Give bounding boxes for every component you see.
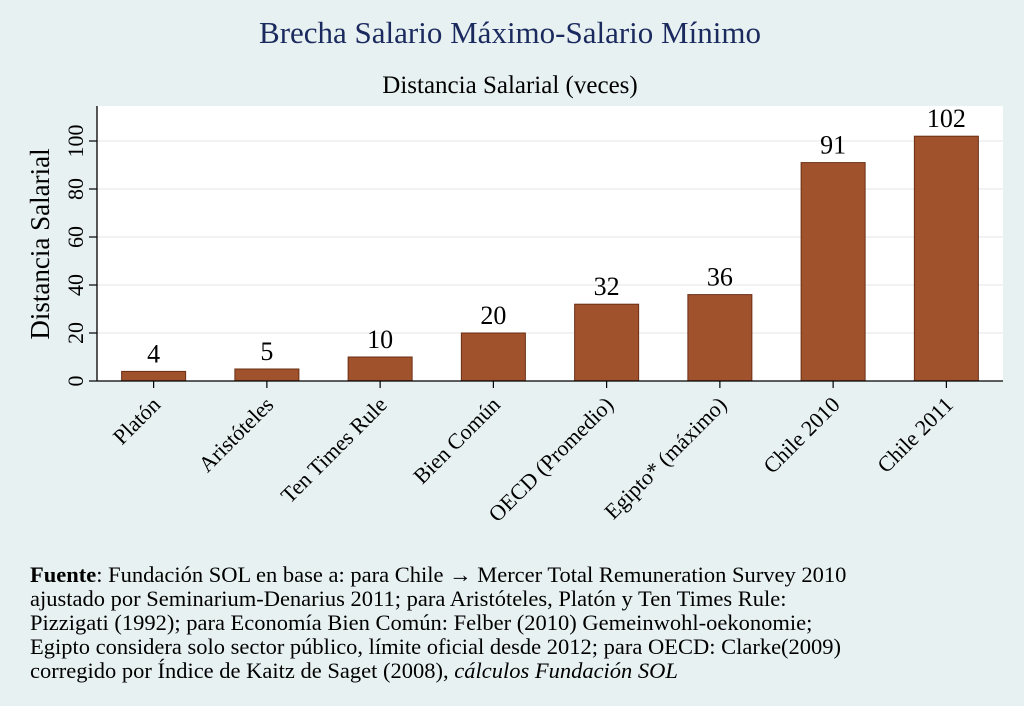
x-tick-label: Bien Común [408, 392, 505, 489]
source-note: Fuente: Fundación SOL en base a: para Ch… [30, 563, 1005, 683]
data-label: 20 [480, 301, 506, 330]
x-tick-label: Chile 2011 [872, 392, 958, 478]
y-tick-label: 80 [63, 178, 88, 200]
x-tick-label: Platón [108, 392, 165, 449]
y-tick-label: 60 [63, 226, 88, 248]
bar [687, 294, 753, 382]
y-tick-label: 100 [63, 125, 88, 158]
y-axis-label: Distancia Salarial [25, 148, 55, 339]
source-line-2: ajustado por Seminarium-Denarius 2011; p… [30, 586, 787, 611]
chart-subtitle: Distancia Salarial (veces) [382, 72, 637, 99]
bar-chart: Brecha Salario Máximo-Salario Mínimo Dis… [25, 15, 1003, 527]
x-tick-label: Aristóteles [193, 392, 278, 477]
chart-title: Brecha Salario Máximo-Salario Mínimo [259, 15, 761, 50]
data-label: 10 [367, 325, 393, 354]
bar [347, 356, 413, 382]
y-tick-label: 0 [63, 376, 88, 387]
y-tick-label: 40 [63, 274, 88, 296]
data-label: 91 [820, 131, 846, 160]
x-tick-label: Chile 2010 [758, 392, 844, 478]
y-tick-label: 20 [63, 322, 88, 344]
source-line-5: corregido por Índice de Kaitz de Saget (… [30, 658, 455, 683]
bar [121, 370, 187, 382]
bar [913, 135, 979, 382]
data-label: 32 [594, 272, 620, 301]
x-tick-label: Ten Times Rule [276, 392, 392, 508]
bar [574, 303, 640, 382]
data-label: 36 [707, 263, 733, 292]
data-label: 5 [260, 337, 273, 366]
source-line-1: : Fundación SOL en base a: para Chile → … [96, 562, 847, 587]
bars: 4 5 10 20 32 36 91 102 [121, 104, 979, 382]
source-line-4: Egipto considera solo sector público, lí… [30, 634, 842, 659]
source-line-5-italic: cálculos Fundación SOL [454, 658, 678, 683]
data-label: 102 [927, 104, 966, 133]
source-line-3: Pizzigati (1992); para Economía Bien Com… [30, 610, 813, 635]
bar [460, 332, 526, 382]
source-label: Fuente [30, 562, 97, 587]
bar [800, 162, 866, 382]
plot-area [97, 106, 1003, 381]
data-label: 4 [147, 339, 160, 368]
x-tick-label: Egipto* (máximo) [599, 392, 731, 524]
bar [234, 368, 300, 382]
